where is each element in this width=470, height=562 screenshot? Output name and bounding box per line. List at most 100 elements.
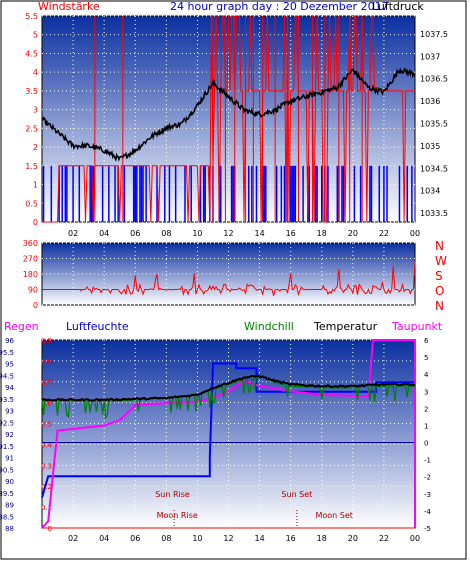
humidity-axis-tick: 95 bbox=[5, 361, 14, 369]
dir-label-n-top: N bbox=[435, 239, 444, 253]
x-axis-tick: 08 bbox=[161, 229, 171, 238]
legend-temperature: Temperatur bbox=[313, 320, 378, 333]
legend-dewpoint: Taupunkt bbox=[391, 320, 443, 333]
sunset-label: Sun Set bbox=[281, 490, 312, 499]
x-axis-tick: 14 bbox=[254, 534, 264, 543]
humidity-axis-tick: 92.5 bbox=[0, 419, 14, 427]
rain-axis-tick: 0.7 bbox=[41, 379, 52, 387]
dewpoint-axis-tick: -1 bbox=[424, 457, 431, 465]
dewpoint-axis-tick: -4 bbox=[424, 508, 432, 516]
wind-pressure-panel: 0 0.5 1 1.5 2 2.5 3 3.5 4 4.5 5 5.5 1033.5 1034 1034.5… bbox=[25, 12, 448, 238]
dewpoint-axis-tick: -3 bbox=[424, 491, 431, 499]
rain-axis-tick: 0.5 bbox=[41, 421, 52, 429]
x-axis-tick: 12 bbox=[223, 229, 233, 238]
right-axis-tick: 1035.5 bbox=[420, 119, 448, 128]
right-title: Luftdruck bbox=[372, 0, 424, 13]
right-axis-tick: 1034 bbox=[420, 187, 440, 196]
humidity-axis-tick: 91 bbox=[5, 455, 14, 463]
x-axis-tick: 04 bbox=[99, 534, 109, 543]
right-axis-tick: 1034.5 bbox=[420, 164, 448, 173]
dir-axis-tick: 180 bbox=[23, 270, 38, 279]
moonrise-label: Moon Rise bbox=[157, 511, 198, 520]
humidity-axis-tick: 96 bbox=[5, 337, 14, 345]
right-axis-tick: 1037.5 bbox=[420, 30, 448, 39]
humidity-axis-tick: 91.5 bbox=[0, 443, 14, 451]
x-axis-tick: 20 bbox=[348, 229, 358, 238]
pressure-line bbox=[41, 67, 416, 162]
plot-area-1 bbox=[41, 15, 416, 223]
left-axis-tick: 3.5 bbox=[25, 87, 38, 96]
dewpoint-axis-tick: 2 bbox=[424, 405, 428, 413]
dir-label-o: O bbox=[435, 284, 444, 298]
dir-axis-tick: 270 bbox=[23, 255, 38, 264]
left-axis-tick: 0 bbox=[33, 218, 38, 227]
rain-axis-tick: 0.9 bbox=[41, 337, 52, 345]
right-axis-tick: 1036 bbox=[420, 97, 440, 106]
humidity-axis-tick: 93 bbox=[5, 408, 14, 416]
dewpoint-axis-tick: 0 bbox=[424, 440, 428, 448]
right-axis-tick: 1033.5 bbox=[420, 209, 448, 218]
rain-axis-tick: 0.8 bbox=[41, 358, 52, 366]
humidity-axis-tick: 88 bbox=[5, 525, 14, 533]
humidity-axis-tick: 90 bbox=[5, 478, 14, 486]
x-axis-tick: 22 bbox=[379, 229, 389, 238]
left-axis-tick: 3 bbox=[33, 106, 38, 115]
dir-axis-tick: 0 bbox=[33, 301, 38, 310]
temperature-line bbox=[41, 374, 416, 402]
left-axis-tick: 2.5 bbox=[25, 124, 38, 133]
wind-direction-panel: 0 90 180 270 360 bbox=[23, 239, 416, 310]
dewpoint-line bbox=[41, 339, 416, 529]
x-axis-tick: 12 bbox=[223, 534, 233, 543]
left-axis-tick: 4 bbox=[33, 68, 38, 77]
rain-axis-tick: 0.6 bbox=[41, 400, 53, 408]
x-axis-tick: 16 bbox=[286, 534, 296, 543]
rain-axis-tick: 0.1 bbox=[41, 504, 52, 512]
rain-axis-tick: 0.4 bbox=[41, 441, 53, 449]
left-axis-tick: 5.5 bbox=[25, 12, 38, 21]
left-axis-tick: 4.5 bbox=[25, 49, 38, 58]
x-axis-tick: 08 bbox=[161, 534, 171, 543]
dir-label-n-bottom: N bbox=[435, 299, 444, 313]
wind-direction-labels: N W S O N bbox=[435, 239, 447, 313]
x-axis-tick: 14 bbox=[254, 229, 264, 238]
dewpoint-axis-tick: 3 bbox=[424, 388, 428, 396]
left-axis-tick: 5 bbox=[33, 31, 38, 40]
rain-axis-tick: 0.2 bbox=[41, 483, 52, 491]
dewpoint-axis-tick: 4 bbox=[424, 371, 429, 379]
left-title: Windstärke bbox=[38, 0, 100, 13]
humidity-axis-tick: 93.5 bbox=[0, 396, 14, 404]
x-axis-tick: 02 bbox=[68, 229, 78, 238]
right-axis-tick: 1037 bbox=[420, 52, 440, 61]
humidity-axis-tick: 89.5 bbox=[0, 490, 14, 498]
x-axis-tick: 18 bbox=[317, 534, 327, 543]
bottom-legend: Regen Luftfeuchte Windchill Temperatur T… bbox=[4, 320, 443, 333]
left-axis-tick: 1.5 bbox=[25, 162, 38, 171]
legend-humidity: Luftfeuchte bbox=[66, 320, 129, 333]
dir-axis-tick: 90 bbox=[28, 286, 38, 295]
x-axis-tick: 10 bbox=[192, 534, 202, 543]
x-axis-tick: 18 bbox=[317, 229, 327, 238]
x-axis-tick: 06 bbox=[130, 229, 140, 238]
humidity-axis-tick: 88.5 bbox=[0, 513, 14, 521]
legend-rain: Regen bbox=[4, 320, 39, 333]
humidity-axis-tick: 94.5 bbox=[0, 372, 14, 380]
dewpoint-axis-tick: -5 bbox=[424, 525, 431, 533]
x-axis-tick: 02 bbox=[68, 534, 78, 543]
sunrise-label: Sun Rise bbox=[155, 490, 190, 499]
temperature-humidity-panel: 0 0.1 0.2 0.3 0.4 0.5 0.6 0.7 0.8 0.9 88 88.5 89 89.5… bbox=[0, 337, 432, 543]
x-axis-tick: 16 bbox=[286, 229, 296, 238]
legend-windchill: Windchill bbox=[244, 320, 294, 333]
x-axis-tick: 00 bbox=[410, 229, 420, 238]
humidity-axis-tick: 92 bbox=[5, 431, 14, 439]
humidity-axis-tick: 90.5 bbox=[0, 466, 14, 474]
x-axis-tick: 22 bbox=[379, 534, 389, 543]
x-axis-tick: 20 bbox=[348, 534, 358, 543]
left-axis-tick: 0.5 bbox=[25, 199, 38, 208]
center-title: 24 hour graph day : 20 Dezember 2017 bbox=[170, 0, 389, 13]
rain-axis-tick: 0 bbox=[48, 525, 52, 533]
dir-label-w: W bbox=[435, 254, 447, 268]
x-axis-tick: 06 bbox=[130, 534, 140, 543]
moonset-label: Moon Set bbox=[315, 511, 352, 520]
left-axis-tick: 2 bbox=[33, 143, 38, 152]
